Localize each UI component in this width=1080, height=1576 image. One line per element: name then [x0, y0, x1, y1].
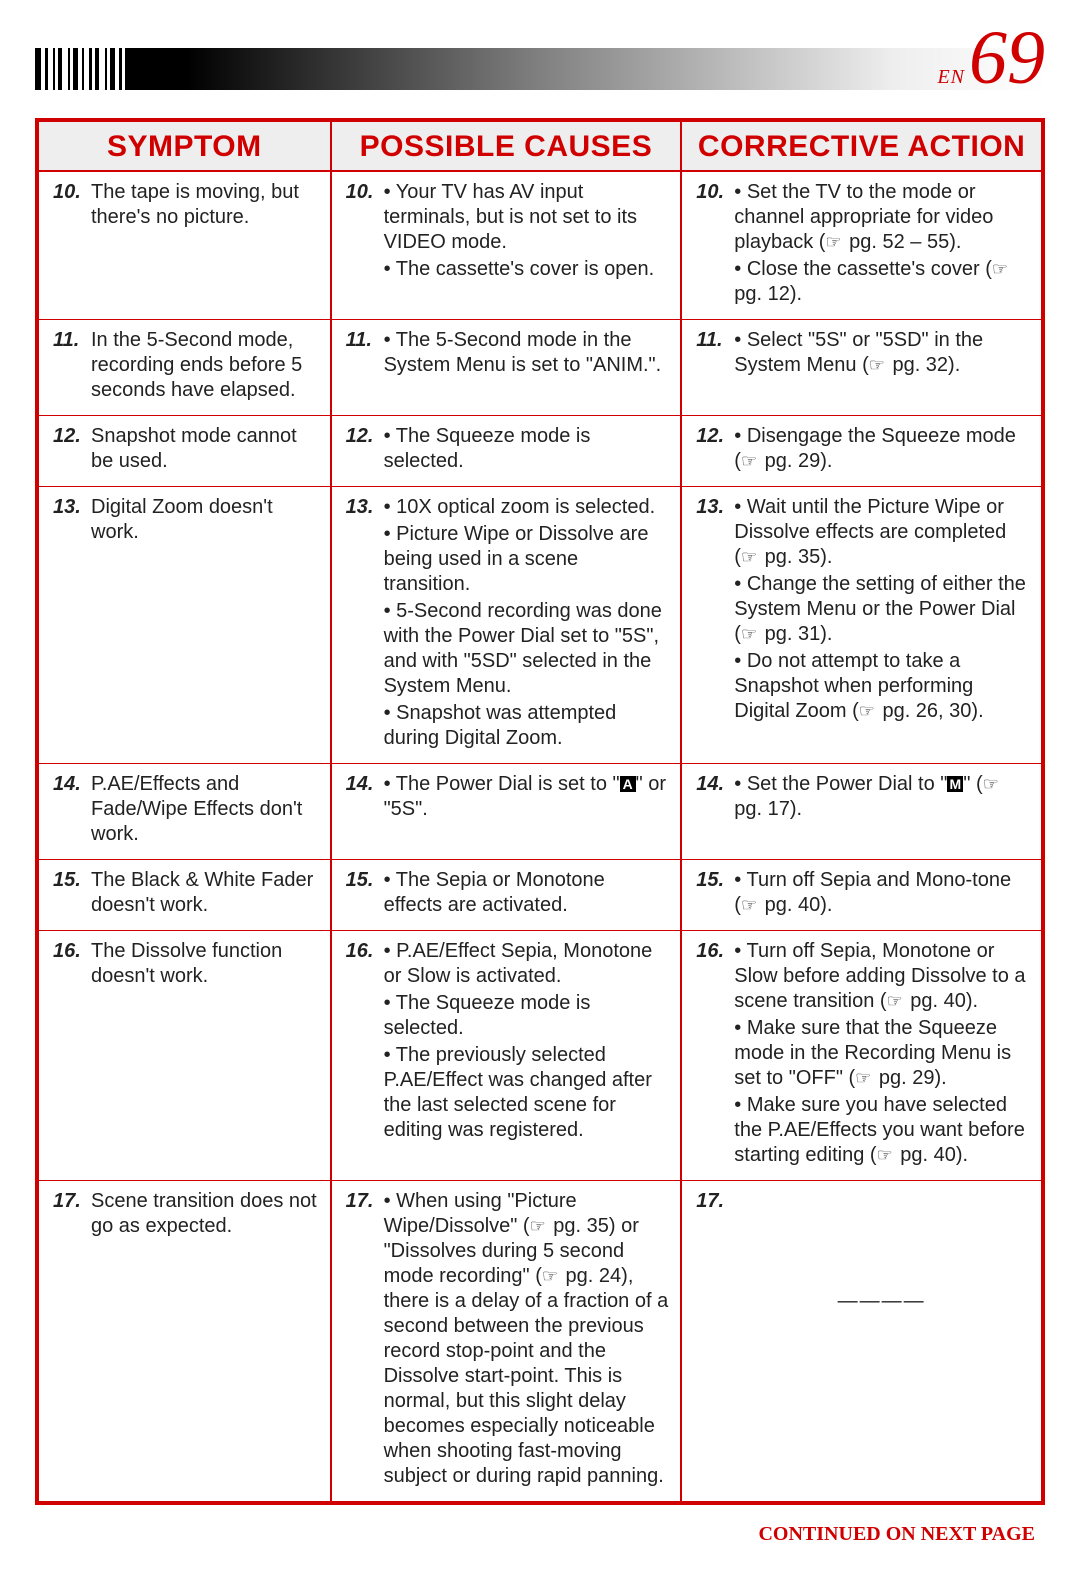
page-header: EN 69 — [35, 30, 1045, 100]
symptom-text: P.AE/Effects and Fade/Wipe Effects don't… — [91, 772, 318, 849]
row-number: 15. — [53, 868, 91, 920]
row-number: 11. — [346, 328, 384, 380]
table-row: 14.P.AE/Effects and Fade/Wipe Effects do… — [39, 763, 1041, 859]
cause-text: P.AE/Effect Sepia, Monotone or Slow is a… — [384, 939, 669, 1145]
cause-text: When using "Picture Wipe/Dissolve" ( pg.… — [384, 1189, 669, 1491]
row-number: 13. — [53, 495, 91, 547]
row-number: 11. — [53, 328, 91, 405]
page-lang-prefix: EN — [937, 66, 965, 88]
continued-label: CONTINUED ON NEXT PAGE — [35, 1523, 1045, 1546]
action-dash: ———— — [734, 1189, 1029, 1314]
row-number: 14. — [53, 772, 91, 849]
symptom-text: The tape is moving, but there's no pictu… — [91, 180, 318, 232]
row-number: 12. — [346, 424, 384, 476]
row-number: 16. — [696, 939, 734, 1170]
table-row: 11.In the 5-Second mode, recording ends … — [39, 319, 1041, 415]
table-row: 16.The Dissolve function doesn't work.16… — [39, 930, 1041, 1180]
action-text: Select "5S" or "5SD" in the System Menu … — [734, 328, 1029, 380]
page-number-value: 69 — [969, 16, 1045, 100]
table-row: 15.The Black & White Fader doesn't work.… — [39, 859, 1041, 930]
action-text: Turn off Sepia, Monotone or Slow before … — [734, 939, 1029, 1170]
col-header-symptom: SYMPTOM — [39, 122, 330, 172]
table-row: 17.Scene transition does not go as expec… — [39, 1180, 1041, 1501]
cause-text: 10X optical zoom is selected.Picture Wip… — [384, 495, 669, 753]
row-number: 14. — [346, 772, 384, 824]
row-number: 10. — [696, 180, 734, 309]
col-header-action: CORRECTIVE ACTION — [680, 122, 1041, 172]
row-number: 13. — [696, 495, 734, 726]
symptom-text: Snapshot mode cannot be used. — [91, 424, 318, 476]
cause-text: The Sepia or Monotone effects are activa… — [384, 868, 669, 920]
action-text: Wait until the Picture Wipe or Dissolve … — [734, 495, 1029, 726]
row-number: 17. — [696, 1189, 734, 1314]
cause-text: The Squeeze mode is selected. — [384, 424, 669, 476]
cause-text: The 5-Second mode in the System Menu is … — [384, 328, 669, 380]
action-text: Turn off Sepia and Mono-tone ( pg. 40). — [734, 868, 1029, 920]
table-row: 12.Snapshot mode cannot be used.12.The S… — [39, 415, 1041, 486]
row-number: 10. — [346, 180, 384, 284]
barcode-decoration — [35, 48, 225, 90]
cause-text: The Power Dial is set to "A" or "5S". — [384, 772, 669, 824]
row-number: 16. — [53, 939, 91, 991]
table-body: 10.The tape is moving, but there's no pi… — [39, 172, 1041, 1501]
row-number: 17. — [346, 1189, 384, 1491]
action-text: Set the TV to the mode or channel approp… — [734, 180, 1029, 309]
symptom-text: In the 5-Second mode, recording ends bef… — [91, 328, 318, 405]
row-number: 14. — [696, 772, 734, 824]
page-number: EN 69 — [937, 20, 1045, 96]
symptom-text: Scene transition does not go as expected… — [91, 1189, 318, 1241]
symptom-text: The Dissolve function doesn't work. — [91, 939, 318, 991]
row-number: 15. — [696, 868, 734, 920]
symptom-text: Digital Zoom doesn't work. — [91, 495, 318, 547]
row-number: 12. — [696, 424, 734, 476]
row-number: 11. — [696, 328, 734, 380]
cause-text: Your TV has AV input terminals, but is n… — [384, 180, 669, 284]
row-number: 12. — [53, 424, 91, 476]
action-text: Disengage the Squeeze mode ( pg. 29). — [734, 424, 1029, 476]
row-number: 17. — [53, 1189, 91, 1241]
row-number: 10. — [53, 180, 91, 232]
col-header-causes: POSSIBLE CAUSES — [330, 122, 681, 172]
table-row: 10.The tape is moving, but there's no pi… — [39, 172, 1041, 319]
symptom-text: The Black & White Fader doesn't work. — [91, 868, 318, 920]
manual-page: EN 69 SYMPTOM POSSIBLE CAUSES CORRECTIVE… — [0, 0, 1080, 1576]
row-number: 15. — [346, 868, 384, 920]
row-number: 13. — [346, 495, 384, 753]
table-row: 13.Digital Zoom doesn't work.13.10X opti… — [39, 486, 1041, 763]
action-text: Set the Power Dial to "M" ( pg. 17). — [734, 772, 1029, 824]
row-number: 16. — [346, 939, 384, 1145]
troubleshooting-table: SYMPTOM POSSIBLE CAUSES CORRECTIVE ACTIO… — [35, 118, 1045, 1505]
